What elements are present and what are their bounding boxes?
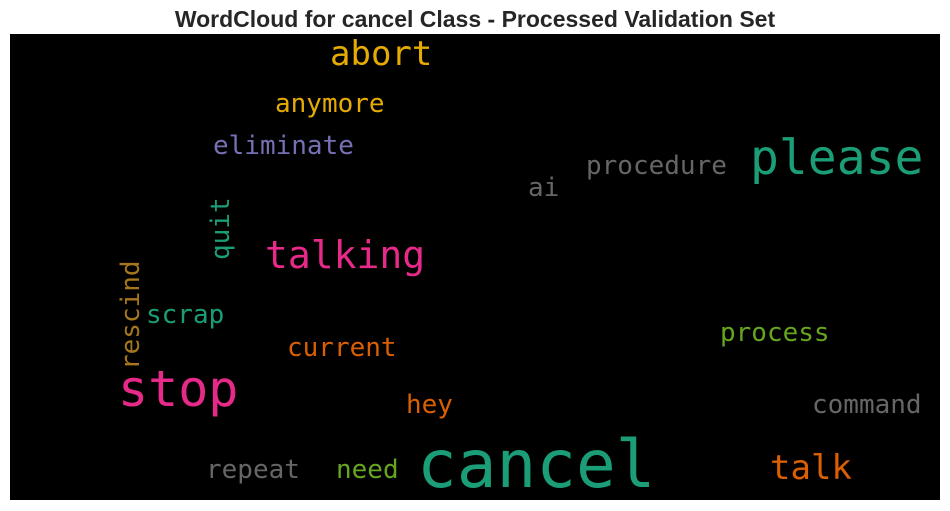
wordcloud-canvas: cancel please stop talking abort talk an… [10, 34, 940, 500]
word-procedure: procedure [586, 151, 727, 181]
word-stop: stop [118, 360, 239, 418]
word-quit: quit [206, 197, 236, 260]
figure-title: WordCloud for cancel Class - Processed V… [174, 6, 776, 32]
word-please: please [750, 130, 924, 186]
word-abort: abort [330, 34, 433, 74]
word-scrap: scrap [146, 300, 225, 330]
word-talking: talking [265, 233, 426, 277]
word-hey: hey [406, 390, 453, 420]
word-cancel: cancel [417, 426, 656, 500]
word-command: command [812, 390, 922, 420]
word-eliminate: eliminate [213, 131, 354, 161]
word-rescind: rescind [116, 260, 146, 370]
word-repeat: repeat [206, 455, 300, 485]
word-ai: ai [528, 173, 560, 203]
word-talk: talk [770, 448, 852, 488]
word-need: need [336, 455, 399, 485]
word-current: current [287, 333, 397, 363]
word-anymore: anymore [275, 89, 385, 119]
word-process: process [720, 318, 830, 348]
